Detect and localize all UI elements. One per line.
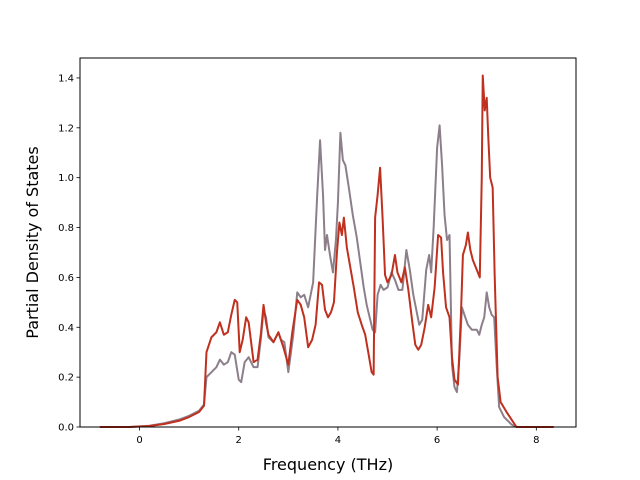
y-tick-label: 1.4 [58,73,74,84]
x-tick-label: 2 [236,435,242,446]
x-tick-label: 8 [533,435,539,446]
series-line-2 [99,74,554,428]
y-axis-label: Partial Density of States [23,146,42,338]
y-tick-label: 1.2 [58,123,74,134]
y-tick-label: 0.2 [58,373,74,384]
plot-area [99,74,554,428]
y-tick-label: 0.4 [58,323,74,334]
y-tick-label: 0.0 [58,423,74,434]
axes-frame [79,57,577,428]
x-tick-label: 4 [335,435,341,446]
x-axis-label: Frequency (THz) [263,455,393,474]
y-tick-label: 0.6 [58,273,74,284]
y-tick-label: 0.8 [58,223,74,234]
x-tick-label: 0 [136,435,142,446]
series-line-1 [99,124,554,428]
x-tick-label: 6 [434,435,440,446]
axis-ticks: 0 2 4 6 8 0.0 0.2 0.4 0.6 0.8 1.0 1.2 1.4 [58,73,539,446]
y-tick-label: 1.0 [58,173,74,184]
